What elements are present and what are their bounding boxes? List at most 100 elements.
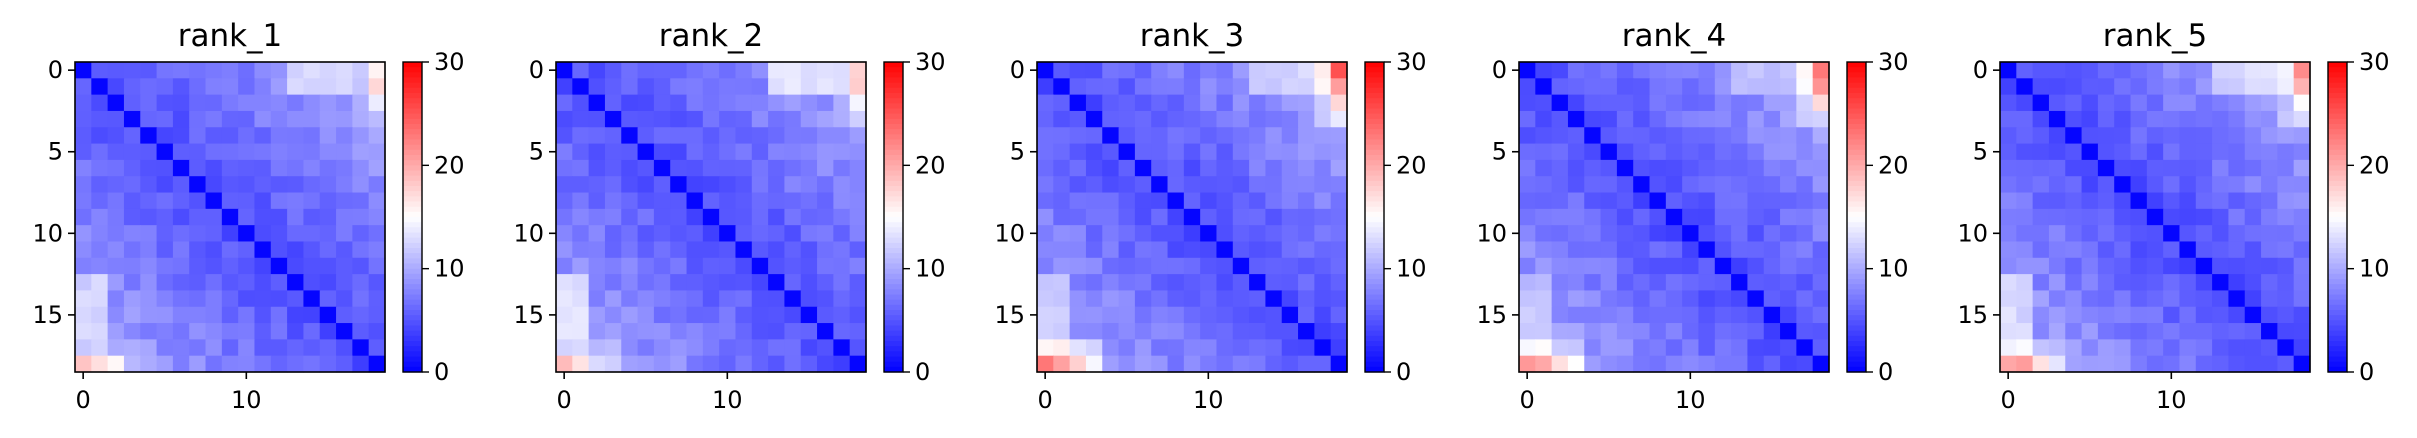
heatmap-cell — [1796, 159, 1814, 177]
heatmap-cell — [702, 323, 720, 340]
heatmap-cell — [1249, 143, 1267, 161]
heatmap-cell — [784, 339, 802, 357]
colorbar-segment — [884, 93, 903, 99]
heatmap-cell — [621, 339, 639, 357]
heatmap-cell — [1053, 290, 1071, 308]
heatmap-cell — [1747, 257, 1765, 275]
heatmap-cell — [1665, 62, 1683, 79]
heatmap-cell — [2032, 62, 2050, 79]
heatmap-cell — [1519, 323, 1536, 340]
heatmap-cell — [156, 225, 174, 243]
heatmap-cell — [653, 143, 671, 161]
heatmap-cell — [2097, 306, 2115, 324]
colorbar-segment — [1847, 93, 1866, 99]
heatmap-cell — [719, 208, 737, 226]
heatmap-cell — [621, 192, 639, 210]
heatmap-cell — [833, 274, 851, 292]
heatmap-cell — [1167, 159, 1185, 177]
heatmap-cell — [107, 78, 125, 96]
heatmap-cell — [817, 257, 834, 275]
heatmap-cell — [1151, 355, 1169, 373]
heatmap-cell — [1812, 306, 1830, 324]
heatmap-cell — [1682, 274, 1700, 292]
heatmap-cell — [238, 192, 256, 210]
heatmap-cell — [123, 274, 141, 292]
heatmap-cell — [1102, 225, 1120, 243]
heatmap-cell — [2114, 127, 2132, 145]
heatmap-cell — [1265, 257, 1283, 275]
colorbar-segment — [1365, 87, 1384, 94]
heatmap-cell — [1665, 159, 1683, 177]
heatmap-cell — [172, 241, 190, 259]
colorbar-segment — [1847, 165, 1866, 172]
colorbar-frame — [883, 61, 904, 373]
colorbar-segment — [2328, 258, 2347, 265]
heatmap-cell — [1763, 94, 1781, 112]
colorbar-segment — [884, 335, 903, 342]
heatmap-cell — [352, 78, 370, 96]
heatmap-cell — [1151, 339, 1169, 357]
heatmap-cell — [1265, 62, 1283, 79]
heatmap-cell — [1698, 176, 1716, 194]
heatmap-cell — [1216, 176, 1234, 194]
heatmap-cell — [604, 208, 622, 226]
colorbar-tick-label: 30 — [1396, 48, 1427, 76]
heatmap-cell — [221, 143, 239, 161]
heatmap-cell — [352, 159, 370, 177]
heatmap-cell — [2130, 94, 2148, 112]
heatmap-cell — [1085, 241, 1103, 259]
heatmap-cell — [817, 323, 834, 340]
heatmap-cell — [604, 62, 622, 79]
heatmap-cell — [604, 257, 622, 275]
heatmap-cell — [91, 274, 109, 292]
x-tick-label: 0 — [557, 386, 572, 414]
colorbar-segment — [403, 118, 422, 125]
heatmap-cell — [1780, 94, 1797, 112]
heatmap-cell — [833, 257, 851, 275]
heatmap-cell — [1584, 94, 1602, 112]
colorbar-segment — [884, 144, 903, 151]
heatmap-cell — [1796, 110, 1814, 128]
heatmap-cell — [123, 355, 141, 373]
heatmap-cell — [221, 208, 239, 226]
heatmap-cell — [1649, 274, 1667, 292]
colorbar-segment — [403, 227, 422, 234]
heatmap-cell — [1134, 274, 1152, 292]
heatmap-cell — [172, 323, 190, 340]
heatmap-cell — [75, 94, 92, 112]
colorbar-segment — [1847, 103, 1866, 110]
heatmap-cell — [2032, 143, 2050, 161]
heatmap-cell — [1281, 192, 1299, 210]
heatmap-frame — [555, 61, 867, 373]
heatmap-cell — [2212, 159, 2230, 177]
colorbar-segment — [2328, 253, 2347, 259]
heatmap-cell — [123, 241, 141, 259]
colorbar-segment — [884, 341, 903, 347]
heatmap-cell — [1600, 339, 1618, 357]
heatmap-cell — [75, 323, 92, 340]
heatmap-cell — [91, 94, 109, 112]
heatmap-cell — [2114, 339, 2132, 357]
heatmap-cell — [1085, 306, 1103, 324]
colorbar-segment — [403, 129, 422, 135]
heatmap-cell — [91, 257, 109, 275]
heatmap-cell — [1232, 143, 1250, 161]
heatmap-cell — [702, 94, 720, 112]
heatmap-cell — [556, 62, 573, 79]
heatmap-cell — [2097, 241, 2115, 259]
heatmap-cell — [1151, 159, 1169, 177]
heatmap-cell — [572, 127, 590, 145]
colorbar-segment — [1365, 186, 1384, 192]
heatmap-cell — [653, 257, 671, 275]
heatmap-cell — [91, 62, 109, 79]
colorbar-segment — [403, 180, 422, 187]
heatmap-cell — [1649, 62, 1667, 79]
heatmap-cell — [719, 62, 737, 79]
colorbar-segment — [2328, 284, 2347, 290]
heatmap-cell — [719, 257, 737, 275]
heatmap-cell — [1249, 241, 1267, 259]
heatmap-cell — [1265, 241, 1283, 259]
heatmap-cell — [1780, 241, 1797, 259]
heatmap-cell — [1584, 208, 1602, 226]
heatmap-cell — [254, 208, 272, 226]
